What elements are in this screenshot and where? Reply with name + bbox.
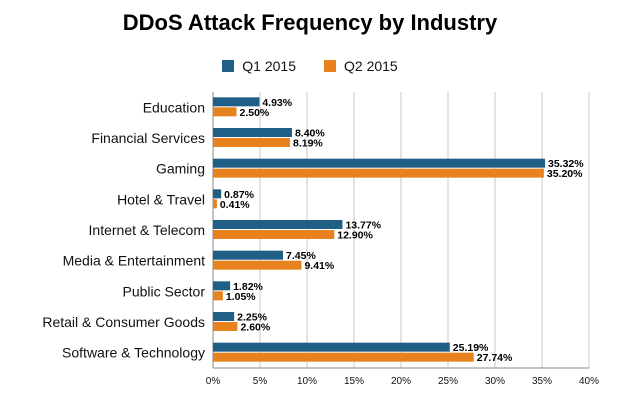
data-label: 4.93% [262,97,292,109]
x-tick-label: 30% [485,376,505,387]
bar-q1 [213,342,450,352]
data-label: 27.74% [477,352,513,364]
category-label: Financial Services [91,130,205,146]
x-tick-label: 40% [579,376,599,387]
data-label: 0.87% [224,189,254,201]
x-tick-label: 10% [297,376,317,387]
data-label: 1.82% [233,281,263,293]
legend-item-q2: Q2 2015 [324,58,398,74]
legend-swatch-q2 [324,60,336,72]
x-tick-label: 20% [391,376,411,387]
data-label: 2.60% [240,322,270,334]
x-tick-label: 0% [206,376,221,387]
bar-q2 [213,230,335,239]
category-label: Education [143,99,205,115]
bar-q2 [213,107,237,117]
chart-legend: Q1 2015 Q2 2015 [0,58,620,74]
bar-q1 [213,97,260,107]
data-label: 25.19% [453,342,489,354]
bar-q1 [213,158,546,168]
category-label: Media & Entertainment [63,253,206,269]
bar-q1 [213,220,343,229]
data-label: 7.45% [286,250,316,262]
data-label: 2.25% [237,312,267,324]
bar-q1 [213,128,292,137]
chart-title: DDoS Attack Frequency by Industry [122,10,498,35]
x-tick-label: 15% [344,376,364,387]
data-label: 9.41% [304,260,334,272]
data-label: 0.41% [220,199,250,211]
data-label: 8.19% [293,138,323,150]
legend-label-q1: Q1 2015 [242,58,296,74]
bar-q1 [213,312,235,321]
data-label: 8.40% [295,128,325,140]
legend-swatch-q1 [222,60,235,72]
bar-q2 [213,199,217,209]
bar-q1 [213,250,284,260]
category-label: Hotel & Travel [117,191,205,207]
data-label: 35.32% [548,158,584,170]
category-label: Public Sector [123,283,206,299]
x-tick-label: 5% [253,376,268,387]
bar-q2 [213,322,238,331]
category-label: Internet & Telecom [89,222,205,238]
bar-q2 [213,352,474,362]
bar-q1 [213,189,222,199]
legend-item-q1: Q1 2015 [222,58,296,74]
data-label: 1.05% [226,291,256,303]
category-label: Retail & Consumer Goods [42,314,205,330]
bar-q2 [213,291,223,301]
data-label: 12.90% [337,230,373,242]
data-label: 2.50% [240,107,270,119]
x-tick-label: 25% [438,376,458,387]
category-label: Gaming [156,161,205,177]
category-label: Software & Technology [62,345,205,361]
legend-label-q2: Q2 2015 [344,58,398,74]
bar-q1 [213,281,231,291]
bar-q2 [213,168,544,178]
data-label: 35.20% [547,168,583,180]
x-tick-label: 35% [532,376,552,387]
data-label: 13.77% [345,220,381,232]
bar-q2 [213,138,290,147]
bar-q2 [213,260,302,270]
